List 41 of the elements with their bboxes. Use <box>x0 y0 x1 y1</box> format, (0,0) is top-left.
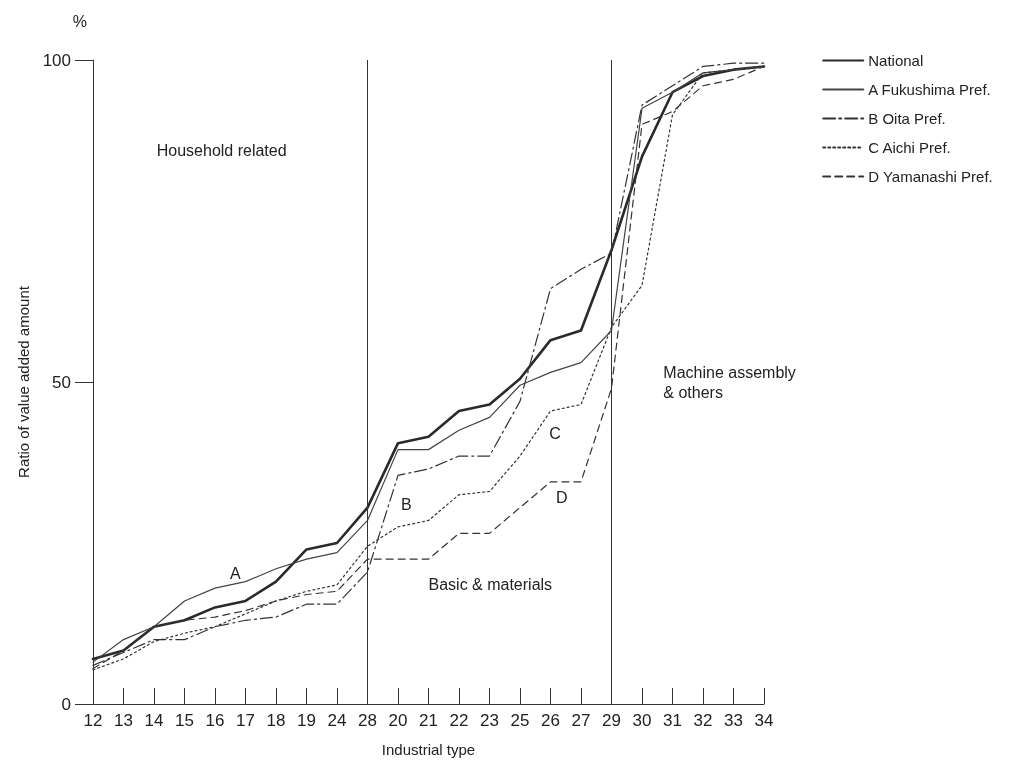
x-tick-label: 14 <box>144 711 164 730</box>
x-tick-label: 26 <box>541 711 560 730</box>
x-tick-label: 21 <box>419 711 438 730</box>
x-tick-label: 12 <box>83 711 103 730</box>
x-tick-label: 22 <box>449 711 469 730</box>
x-tick-label: 28 <box>358 711 377 730</box>
x-tick-label: 13 <box>114 711 133 730</box>
x-tick-label: 15 <box>175 711 194 730</box>
x-tick-label: 23 <box>480 711 499 730</box>
legend-label: D Yamanashi Pref. <box>868 168 993 185</box>
x-tick-label: 19 <box>297 711 316 730</box>
annotation: Household related <box>156 141 287 159</box>
x-tick-label: 29 <box>602 711 621 730</box>
x-tick-label: 32 <box>693 711 713 730</box>
legend-label: B Oita Pref. <box>868 110 946 127</box>
legend-label: National <box>868 52 924 69</box>
x-tick-label: 25 <box>510 711 530 730</box>
x-tick-label: 16 <box>205 711 225 730</box>
annotation: Basic & materials <box>428 576 553 594</box>
annotation: C <box>549 425 561 443</box>
legend-label: C Aichi Pref. <box>868 139 951 156</box>
y-tick-label: 50 <box>52 372 71 392</box>
y-tick-label: 0 <box>61 694 71 714</box>
annotation: B <box>400 495 412 513</box>
x-tick-label: 18 <box>266 711 286 730</box>
annotation: A <box>229 564 241 582</box>
legend-label: A Fukushima Pref. <box>868 81 991 98</box>
x-tick-label: 30 <box>632 711 652 730</box>
x-tick-label: 24 <box>327 711 347 730</box>
x-tick-label: 33 <box>724 711 743 730</box>
y-axis-title: Ratio of value added amount <box>15 285 32 478</box>
x-tick-label: 17 <box>236 711 255 730</box>
y-tick-label: 100 <box>42 50 71 70</box>
x-tick-label: 27 <box>571 711 591 730</box>
text: % <box>72 12 88 30</box>
annotation: D <box>555 489 568 507</box>
x-tick-label: 20 <box>388 711 408 730</box>
x-axis-title: Industrial type <box>381 741 476 758</box>
x-tick-label: 34 <box>754 711 774 730</box>
annotation: Machine assembly & others <box>663 363 796 401</box>
x-tick-label: 31 <box>663 711 682 730</box>
